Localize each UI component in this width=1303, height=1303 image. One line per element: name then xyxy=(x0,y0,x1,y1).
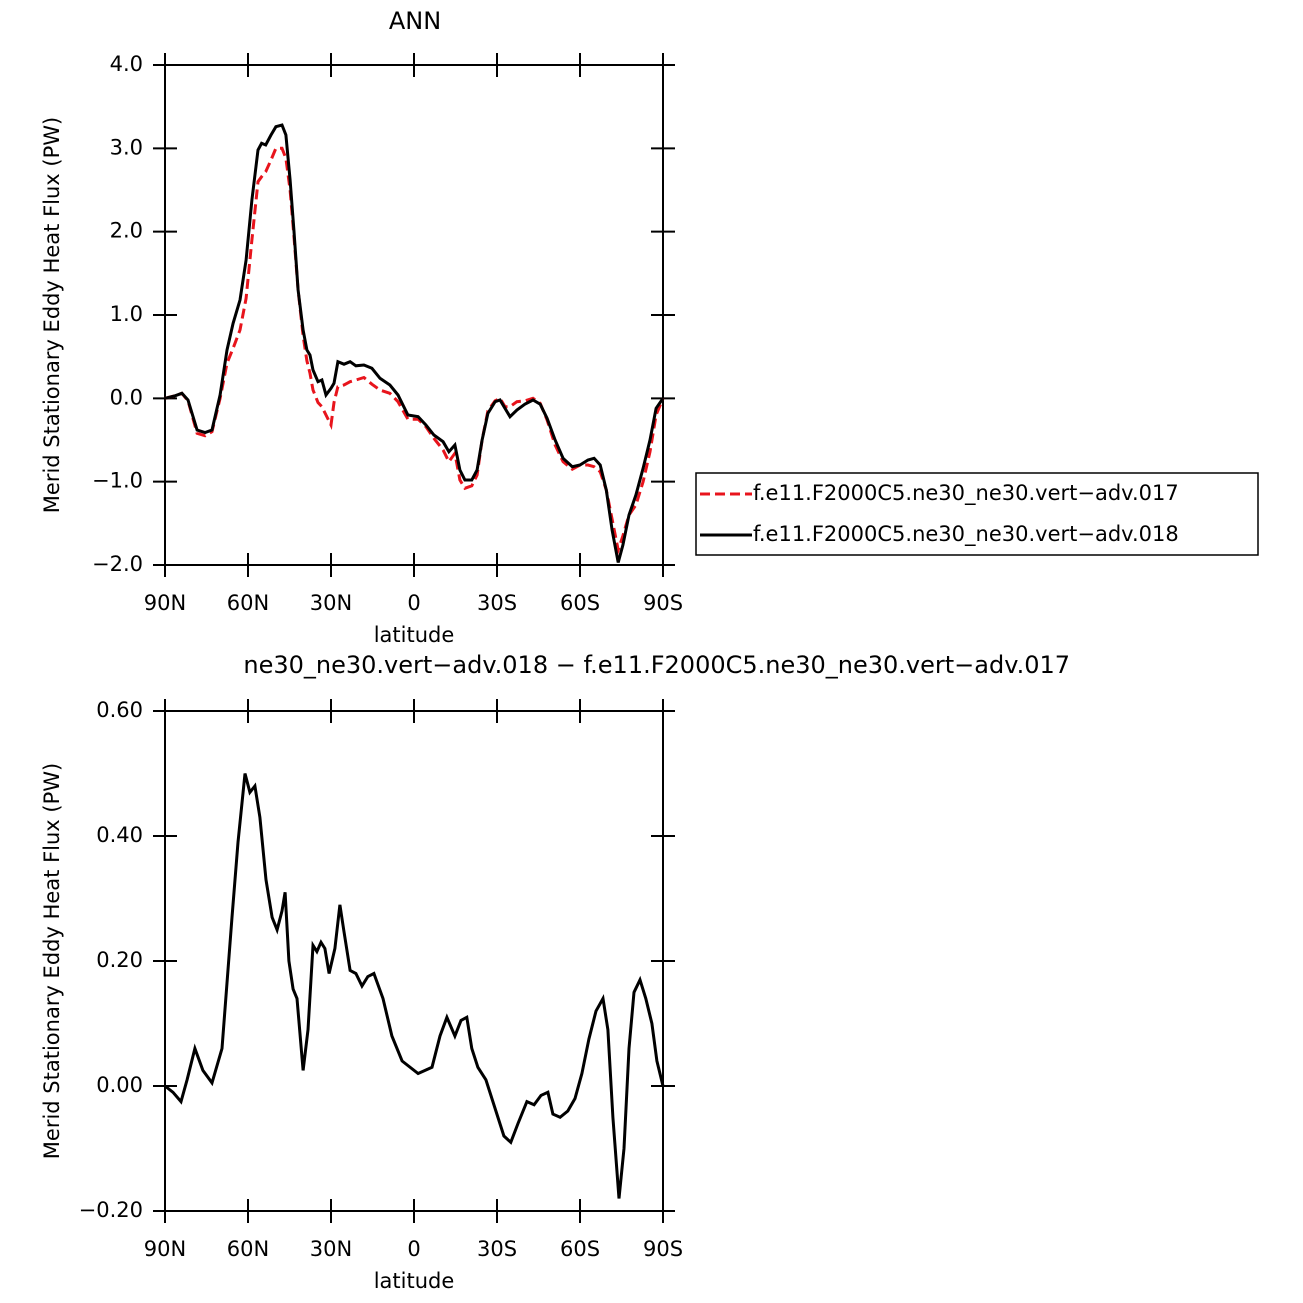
data-line xyxy=(164,146,665,556)
x-tick-label: 30S xyxy=(477,1237,517,1261)
x-axis-label: latitude xyxy=(374,1269,455,1293)
y-tick-label: −2.0 xyxy=(92,552,143,576)
x-tick-label: 60N xyxy=(227,591,269,615)
y-tick-label: 0.60 xyxy=(96,698,143,722)
y-tick-label: −1.0 xyxy=(92,469,143,493)
x-tick-label: 30S xyxy=(477,591,517,615)
data-line xyxy=(164,123,665,563)
y-tick-label: 0.20 xyxy=(96,948,143,972)
x-tick-label: 90S xyxy=(643,591,683,615)
legend-label: f.e11.F2000C5.ne30_ne30.vert−adv.018 xyxy=(753,522,1179,547)
y-tick-label: 4.0 xyxy=(110,52,143,76)
chart-title: ANN xyxy=(389,7,441,35)
legend-label: f.e11.F2000C5.ne30_ne30.vert−adv.017 xyxy=(753,481,1179,506)
plot-frame xyxy=(164,710,664,1212)
x-tick-label: 60S xyxy=(560,1237,600,1261)
x-axis-label: latitude xyxy=(374,623,455,647)
x-tick-label: 60N xyxy=(227,1237,269,1261)
y-axis-label: Merid Stationary Eddy Heat Flux (PW) xyxy=(40,763,64,1159)
y-tick-label: −0.20 xyxy=(79,1198,143,1222)
y-tick-label: 3.0 xyxy=(110,135,143,159)
y-tick-label: 2.0 xyxy=(110,219,143,243)
x-tick-label: 90N xyxy=(144,591,186,615)
plot-frame xyxy=(164,64,664,566)
x-tick-label: 90S xyxy=(643,1237,683,1261)
x-tick-label: 90N xyxy=(144,1237,186,1261)
y-axis-label: Merid Stationary Eddy Heat Flux (PW) xyxy=(40,117,64,513)
y-tick-label: 0.40 xyxy=(96,823,143,847)
chart-title: ne30_ne30.vert−adv.018 − f.e11.F2000C5.n… xyxy=(243,651,1070,679)
x-tick-label: 60S xyxy=(560,591,600,615)
x-tick-label: 0 xyxy=(407,591,420,615)
y-tick-label: 1.0 xyxy=(110,302,143,326)
x-tick-label: 30N xyxy=(310,591,352,615)
y-tick-label: 0.0 xyxy=(110,385,143,409)
x-tick-label: 30N xyxy=(310,1237,352,1261)
y-tick-label: 0.00 xyxy=(96,1073,143,1097)
legend-box xyxy=(695,472,1259,556)
x-tick-label: 0 xyxy=(407,1237,420,1261)
data-line xyxy=(164,773,665,1199)
